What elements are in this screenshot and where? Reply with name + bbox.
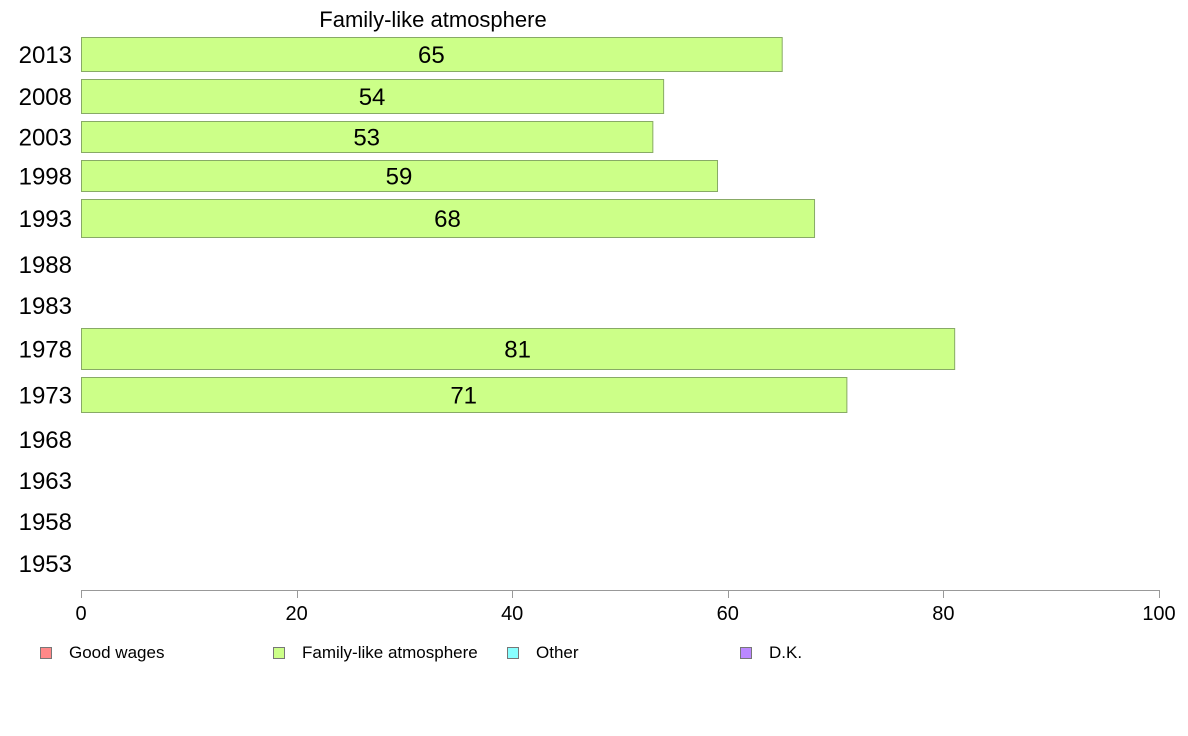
- category-label: 1978: [19, 337, 72, 364]
- legend-swatch: [507, 647, 519, 659]
- category-label: 1953: [19, 551, 72, 578]
- legend-item: D.K.: [740, 642, 802, 664]
- legend: Good wages Family-like atmosphere Other D.K…: [40, 642, 1140, 666]
- category-label: 1983: [19, 293, 72, 320]
- bar: [81, 328, 956, 370]
- x-axis: 0 20 40 60 80 100: [75, 590, 1176, 625]
- legend-label: Good wages: [69, 643, 165, 662]
- bar-value-label: 71: [450, 383, 477, 410]
- bar-value-label: 54: [359, 84, 386, 111]
- bar: [81, 377, 848, 413]
- legend-label: D.K.: [769, 643, 803, 662]
- x-tick-label: 60: [717, 603, 739, 625]
- category-label: 1993: [19, 206, 72, 233]
- bar-value-label: 53: [353, 125, 380, 152]
- bar: [81, 160, 719, 192]
- bar: [81, 199, 816, 238]
- bar-value-label: 68: [434, 206, 461, 233]
- legend-label: Other: [536, 643, 579, 662]
- legend-swatch: [273, 647, 285, 659]
- bar-value-label: 59: [386, 164, 413, 191]
- bar: [81, 79, 665, 114]
- category-labels: 2013 2008 2003 1998 1993 1988 1983 1978 1973 1968…: [19, 42, 72, 578]
- bar: [81, 121, 654, 153]
- x-tick-label: 0: [75, 603, 86, 625]
- category-label: 1958: [19, 509, 72, 536]
- category-label: 2003: [19, 125, 72, 152]
- category-label: 1968: [19, 427, 72, 454]
- category-label: 1988: [19, 252, 72, 279]
- legend-item: Other: [507, 642, 579, 664]
- category-label: 1998: [19, 164, 72, 191]
- x-tick-label: 80: [932, 603, 954, 625]
- legend-item: Family-like atmosphere: [273, 642, 478, 664]
- bar: [81, 37, 783, 72]
- category-label: 2013: [19, 42, 72, 69]
- legend-swatch: [40, 647, 52, 659]
- category-label: 1963: [19, 468, 72, 495]
- bar-value-label: 65: [418, 42, 445, 69]
- x-tick-label: 40: [501, 603, 523, 625]
- bar-value-label: 81: [504, 337, 531, 364]
- legend-swatch: [740, 647, 752, 659]
- legend-item: Good wages: [40, 642, 164, 664]
- category-label: 1973: [19, 383, 72, 410]
- legend-label: Family-like atmosphere: [302, 643, 478, 662]
- chart-title: Family-like atmosphere: [319, 7, 546, 32]
- x-tick-label: 100: [1142, 603, 1175, 625]
- category-label: 2008: [19, 84, 72, 111]
- x-tick-label: 20: [285, 603, 307, 625]
